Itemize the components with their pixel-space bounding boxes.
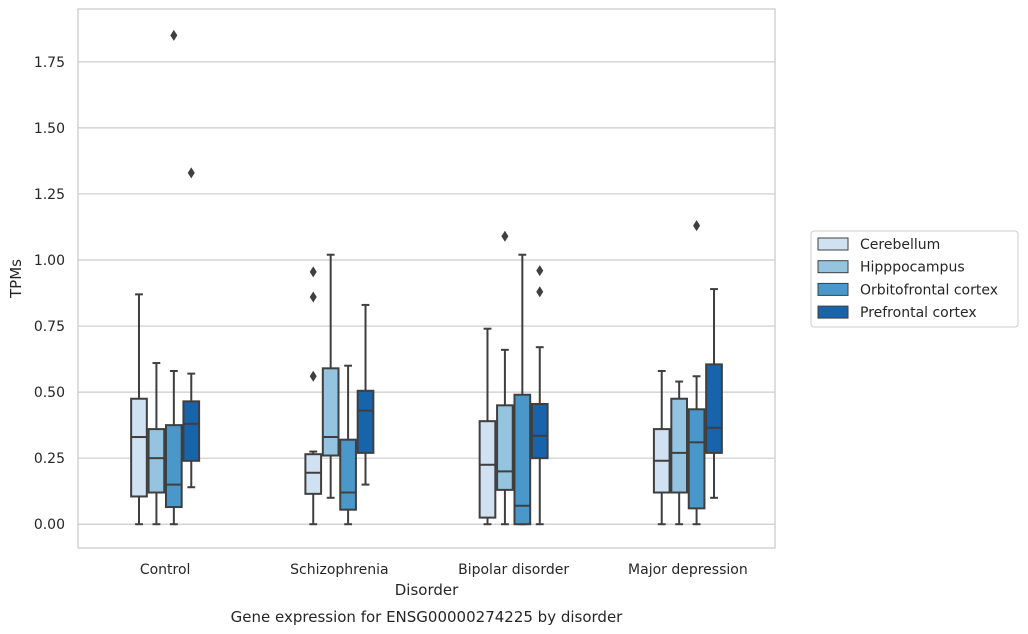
x-axis-title: Disorder (395, 581, 459, 599)
box-body (513, 393, 532, 526)
box-body (321, 367, 340, 457)
plot-frame (77, 8, 776, 549)
y-tick-label: 0.75 (34, 319, 65, 335)
y-tick-labels: 0.00 0.25 0.50 0.75 1.00 1.25 1.50 1.75 (34, 55, 65, 533)
box-group (321, 253, 340, 499)
box-group (705, 288, 723, 499)
box-body (182, 400, 201, 462)
y-tick-label: 1.25 (34, 187, 65, 203)
box-body (687, 408, 706, 510)
box-group (130, 293, 148, 526)
x-tick-label: Bipolar disorder (458, 562, 569, 578)
box-group (530, 265, 549, 526)
outlier-marker (536, 265, 544, 277)
box-body (304, 453, 323, 495)
outlier-marker (501, 230, 509, 242)
legend-label: Cerebellum (860, 237, 940, 253)
box-group (147, 362, 166, 526)
x-tick-labels: Control Schizophrenia Bipolar disorder Majo… (140, 562, 748, 578)
y-tick-label: 1.75 (34, 55, 65, 71)
outlier-marker (309, 370, 317, 382)
box-group (496, 230, 514, 526)
box-group (164, 29, 183, 526)
legend-swatch (817, 282, 849, 296)
box-body (670, 397, 689, 494)
legend-label: Orbitofrontal cortex (860, 282, 998, 298)
box-body (496, 404, 514, 491)
box-layer (130, 29, 723, 526)
legend-frame (810, 230, 1019, 328)
x-tick-label: Control (140, 562, 191, 578)
y-tick-label: 1.50 (34, 121, 65, 137)
box-body (478, 420, 497, 519)
outlier-marker (309, 291, 317, 303)
x-tick-label: Schizophrenia (290, 562, 388, 578)
legend: Cerebellum Hipppocampus Orbitofrontal cort… (810, 230, 1019, 328)
chart-title: Gene expression for ENSG00000274225 by d… (231, 608, 624, 626)
box-group (670, 380, 689, 526)
outlier-marker (309, 266, 317, 278)
legend-label: Prefrontal cortex (860, 305, 977, 321)
outlier-marker (693, 220, 701, 232)
box-body (530, 403, 549, 460)
box-group (687, 220, 706, 526)
y-axis-title: TPMs (7, 259, 25, 299)
box-body (356, 389, 375, 454)
box-group (356, 303, 375, 486)
outlier-marker (536, 286, 544, 298)
legend-swatch (817, 305, 849, 319)
box-group (339, 364, 357, 526)
outlier-marker (170, 29, 178, 41)
box-group (304, 266, 323, 526)
box-body (705, 363, 723, 454)
box-group (513, 253, 532, 526)
y-tick-label: 0.50 (34, 385, 65, 401)
legend-swatch (817, 260, 849, 274)
box-body (130, 397, 148, 498)
box-group (182, 167, 201, 489)
y-tick-label: 1.00 (34, 253, 65, 269)
box-body (164, 424, 183, 509)
legend-swatch (817, 237, 849, 251)
box-group (478, 327, 497, 526)
box-body (147, 428, 166, 494)
y-tick-label: 0.00 (34, 517, 65, 533)
legend-label: Hipppocampus (860, 260, 965, 276)
box-body (339, 438, 357, 511)
box-group (652, 369, 671, 526)
x-tick-label: Major depression (628, 562, 748, 578)
y-tick-label: 0.25 (34, 451, 65, 467)
outlier-marker (187, 167, 195, 179)
